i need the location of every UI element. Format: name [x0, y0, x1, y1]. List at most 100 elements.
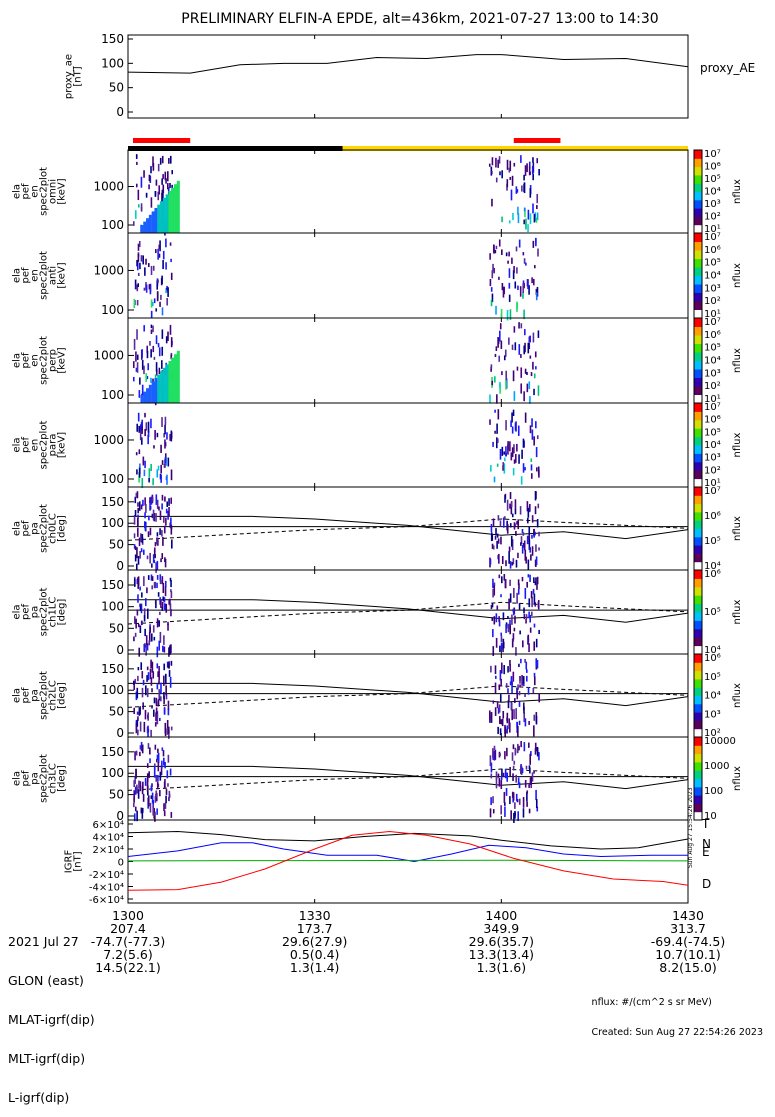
spectrogram-pixel — [138, 467, 141, 478]
spectrogram-pixel — [135, 691, 138, 701]
spectrogram-pixel — [529, 335, 531, 343]
colorbar-segment — [694, 628, 702, 638]
spectrogram-pixel — [525, 614, 528, 620]
spectrogram-pixel — [139, 745, 142, 750]
spectrogram-pixel — [505, 788, 508, 796]
spectrogram-pixel — [151, 563, 153, 568]
spectrogram-pixel — [156, 754, 159, 760]
spectrogram-pixel — [522, 808, 525, 818]
spectrogram-pixel — [527, 634, 530, 642]
spectrogram-pixel — [137, 514, 139, 519]
spectrogram-pixel — [136, 547, 138, 559]
spectrogram-pixel — [158, 253, 161, 258]
colorbar-tick-label: 10⁶ — [704, 245, 721, 256]
spectrogram-pixel — [147, 795, 150, 807]
spectrogram-pixel — [162, 596, 165, 602]
spectrogram-pixel — [522, 292, 524, 299]
spectrogram-pixel — [168, 661, 170, 669]
spectrogram-pixel — [170, 811, 173, 818]
spectrogram-pixel — [162, 536, 164, 546]
spectrogram-wedge — [162, 367, 166, 403]
spectrogram-pixel — [161, 602, 164, 609]
spectrogram-pixel — [534, 506, 537, 515]
spectrogram-pixel — [165, 457, 168, 466]
y-axis-label-line: spec2plot — [39, 754, 50, 803]
spectrogram-pixel — [156, 469, 159, 478]
spectrogram-pixel — [489, 808, 492, 818]
spectrogram-pixel — [162, 750, 165, 757]
y-axis-label-line: pef — [21, 770, 32, 787]
spectrogram-pixel — [165, 789, 168, 795]
anti-loss-cone-line — [127, 601, 689, 625]
spectrogram-pixel — [166, 432, 168, 440]
spectrogram-pixel — [141, 384, 144, 396]
spectrogram-pixel — [134, 554, 137, 562]
y-tick-label: 150 — [101, 495, 124, 509]
spectrogram-pixel — [148, 640, 151, 646]
spectrogram-pixel — [505, 446, 507, 457]
y-tick-label: 1000 — [93, 348, 124, 362]
spectrogram-pixel — [534, 265, 536, 269]
spectrogram-pixel — [499, 670, 502, 681]
spectrogram-pixel — [515, 186, 518, 194]
spectrogram-pixel — [155, 697, 158, 706]
spectrogram-pixel — [523, 174, 525, 181]
spectrogram-pixel — [165, 238, 167, 248]
spectrogram-pixel — [491, 543, 494, 549]
spectrogram-pixel — [146, 675, 148, 682]
spectrogram-pixel — [163, 646, 166, 653]
spectrogram-pixel — [488, 163, 491, 167]
spectrogram-pixel — [527, 209, 530, 220]
spectrogram-pixel — [495, 777, 498, 789]
spectrogram-pixel — [157, 671, 159, 677]
spectrogram-pixel — [163, 597, 166, 603]
spectrogram-pixel — [520, 658, 522, 664]
y-axis-label-line: spec2plot — [39, 588, 50, 637]
spectrogram-pixel — [161, 346, 164, 356]
colorbar-tick-label: 10⁴ — [704, 356, 721, 367]
spectrogram-pixel — [493, 585, 496, 596]
spectrogram-pixel — [170, 258, 172, 263]
colorbar-segment — [694, 191, 702, 201]
spectrogram-pixel — [164, 603, 166, 611]
spectrogram-pixel — [156, 432, 159, 438]
spectrogram-pixel — [510, 452, 513, 461]
spectrogram-pixel — [496, 540, 498, 549]
spectrogram-pixel — [498, 777, 501, 787]
panel-frame — [127, 34, 689, 119]
colorbar-tick-label: 10⁵ — [704, 427, 721, 438]
spectrogram-pixel — [147, 575, 150, 580]
spectrogram-pixel — [504, 802, 506, 806]
spectrogram-pixel — [167, 331, 169, 341]
spectrogram-pixel — [534, 748, 537, 755]
spectrogram-pixel — [496, 605, 499, 610]
row-label-glon: GLON (east) — [8, 973, 84, 988]
spectrogram-pixel — [535, 638, 538, 648]
spectrogram-pixel — [134, 678, 137, 684]
spectrogram-pixel — [154, 554, 157, 559]
colorbar-tick-label: 10⁵ — [704, 174, 721, 185]
spectrogram-pixel — [517, 552, 519, 559]
spectrogram-pixel — [154, 796, 157, 803]
spectrogram-pixel — [509, 624, 511, 635]
spectrogram-pixel — [501, 446, 504, 456]
spectrogram-pixel — [168, 647, 170, 657]
y-tick-label: 100 — [101, 303, 124, 317]
spectrogram-pixel — [523, 207, 526, 212]
spectrogram-pixel — [145, 284, 148, 293]
spectrogram-pixel — [499, 716, 501, 725]
spectrogram-pixel — [523, 607, 525, 614]
spectrogram-pixel — [498, 239, 501, 247]
spectrogram-pixel — [168, 600, 170, 605]
spectrogram-pixel — [165, 685, 167, 696]
spectrogram-wedge — [160, 201, 164, 233]
spectrogram-pixel — [142, 255, 145, 265]
spectrogram-pixel — [514, 342, 517, 351]
colorbar-segment — [694, 603, 702, 613]
spectrogram-pixel — [167, 754, 170, 763]
spectrogram-pixel — [155, 774, 158, 782]
spectrogram-pixel — [494, 665, 497, 675]
row-label-l: L-igrf(dip) — [8, 1090, 70, 1105]
colorbars: 10¹10²10³10⁴10⁵10⁶10⁷nflux10¹10²10³10⁴10… — [693, 149, 743, 822]
spectrogram-pixel — [522, 543, 525, 548]
